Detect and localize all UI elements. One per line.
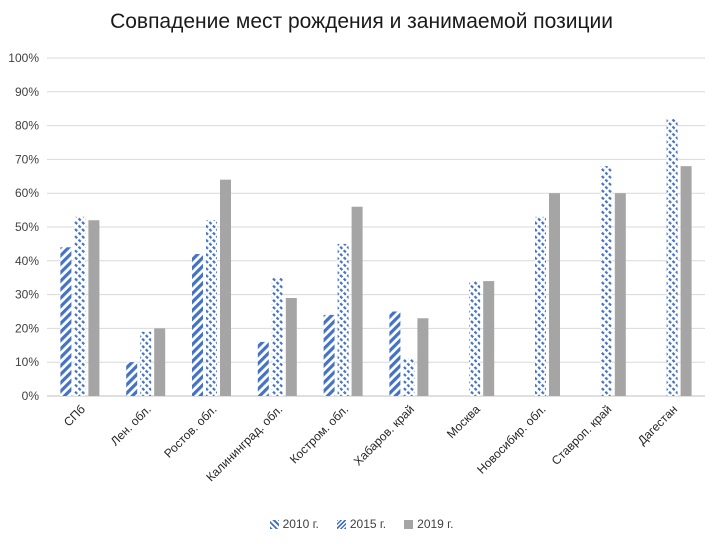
bar-2015г-6 bbox=[469, 281, 481, 396]
bar-2010г-3 bbox=[257, 341, 269, 396]
x-category-label: Дагестан bbox=[635, 402, 680, 447]
bar-2010г-2 bbox=[192, 254, 203, 396]
bar-2015г-7 bbox=[535, 216, 546, 396]
y-tick-label: 100% bbox=[8, 51, 39, 65]
bar-2015г-9 bbox=[666, 118, 678, 396]
y-tick-label: 40% bbox=[15, 254, 39, 268]
x-category-label: Новосибир. обл. bbox=[474, 402, 548, 476]
bar-2015г-5 bbox=[403, 358, 415, 396]
y-tick-label: 80% bbox=[15, 119, 39, 133]
y-tick-label: 90% bbox=[15, 85, 39, 99]
bar-2015г-8 bbox=[600, 166, 612, 396]
bar-2010г-0 bbox=[60, 247, 72, 396]
legend-label: 2015 г. bbox=[349, 517, 387, 531]
bar-2019г-1 bbox=[154, 328, 166, 396]
x-category-label: Хабаров. край bbox=[351, 402, 417, 468]
bar-2015г-2 bbox=[206, 220, 217, 396]
legend-label: 2010 г. bbox=[282, 517, 319, 531]
legend-label: 2019 г. bbox=[417, 517, 454, 531]
y-tick-label: 70% bbox=[15, 152, 39, 166]
bar-2019г-6 bbox=[483, 281, 495, 396]
bar-2010г-1 bbox=[126, 362, 138, 396]
y-tick-label: 10% bbox=[15, 355, 39, 369]
y-tick-label: 0% bbox=[22, 389, 40, 403]
bar-2015г-1 bbox=[140, 331, 152, 396]
legend-swatch bbox=[269, 519, 279, 529]
legend-item: 2010 г. bbox=[269, 517, 319, 531]
bar-2010г-4 bbox=[323, 314, 335, 396]
bar-2019г-2 bbox=[220, 179, 231, 396]
y-tick-label: 50% bbox=[15, 220, 39, 234]
bar-2019г-3 bbox=[285, 297, 297, 396]
bar-2019г-9 bbox=[680, 166, 692, 396]
legend-item: 2019 г. bbox=[404, 517, 453, 531]
x-category-label: Ставроп. край bbox=[549, 402, 615, 468]
legend: 2010 г. 2015 г. 2019 г. bbox=[0, 517, 723, 531]
y-tick-label: 60% bbox=[15, 186, 39, 200]
chart-title: Совпадение мест рождения и занимаемой по… bbox=[110, 10, 613, 33]
x-category-label: Москва bbox=[444, 402, 483, 441]
bar-2015г-4 bbox=[337, 243, 349, 396]
bar-2019г-7 bbox=[549, 193, 560, 396]
bar-2019г-0 bbox=[88, 220, 100, 396]
bar-2019г-5 bbox=[417, 318, 429, 396]
x-category-label: СПб bbox=[61, 402, 88, 429]
bar-2015г-3 bbox=[271, 277, 283, 396]
y-tick-label: 20% bbox=[15, 321, 39, 335]
x-category-label: Ростов. обл. bbox=[161, 402, 219, 460]
legend-item: 2015 г. bbox=[336, 517, 387, 531]
bar-2015г-0 bbox=[74, 216, 86, 396]
bar-2010г-5 bbox=[389, 311, 401, 396]
legend-swatch bbox=[336, 519, 346, 529]
bar-2019г-8 bbox=[614, 193, 626, 396]
y-tick-label: 30% bbox=[15, 288, 39, 302]
x-category-label: Костром. обл. bbox=[287, 402, 351, 466]
legend-swatch bbox=[404, 519, 414, 529]
x-category-label: Лен. обл. bbox=[108, 402, 154, 448]
bar-2019г-4 bbox=[351, 206, 363, 396]
